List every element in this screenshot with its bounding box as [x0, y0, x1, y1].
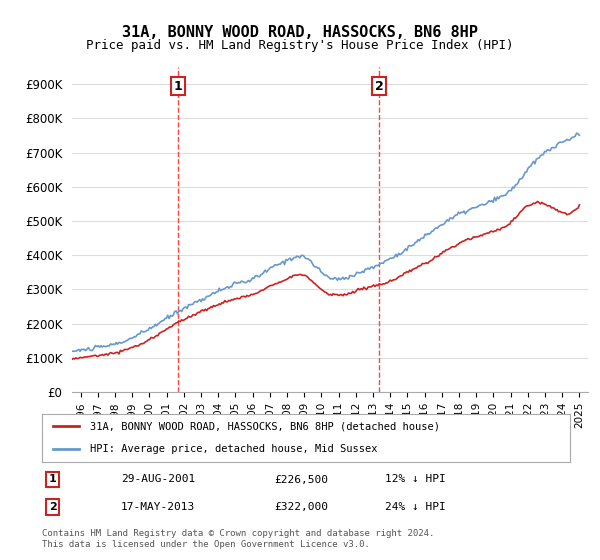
Text: 31A, BONNY WOOD ROAD, HASSOCKS, BN6 8HP (detached house): 31A, BONNY WOOD ROAD, HASSOCKS, BN6 8HP …	[89, 421, 440, 431]
Text: £322,000: £322,000	[274, 502, 328, 512]
Text: 24% ↓ HPI: 24% ↓ HPI	[385, 502, 446, 512]
Text: Contains HM Land Registry data © Crown copyright and database right 2024.
This d: Contains HM Land Registry data © Crown c…	[42, 529, 434, 549]
Text: 2: 2	[49, 502, 56, 512]
Text: 1: 1	[49, 474, 56, 484]
Text: Price paid vs. HM Land Registry's House Price Index (HPI): Price paid vs. HM Land Registry's House …	[86, 39, 514, 52]
Text: £226,500: £226,500	[274, 474, 328, 484]
Text: 31A, BONNY WOOD ROAD, HASSOCKS, BN6 8HP: 31A, BONNY WOOD ROAD, HASSOCKS, BN6 8HP	[122, 25, 478, 40]
Text: HPI: Average price, detached house, Mid Sussex: HPI: Average price, detached house, Mid …	[89, 444, 377, 454]
Text: 2: 2	[375, 80, 384, 92]
Text: 1: 1	[173, 80, 182, 92]
Text: 17-MAY-2013: 17-MAY-2013	[121, 502, 196, 512]
Text: 29-AUG-2001: 29-AUG-2001	[121, 474, 196, 484]
Text: 12% ↓ HPI: 12% ↓ HPI	[385, 474, 446, 484]
